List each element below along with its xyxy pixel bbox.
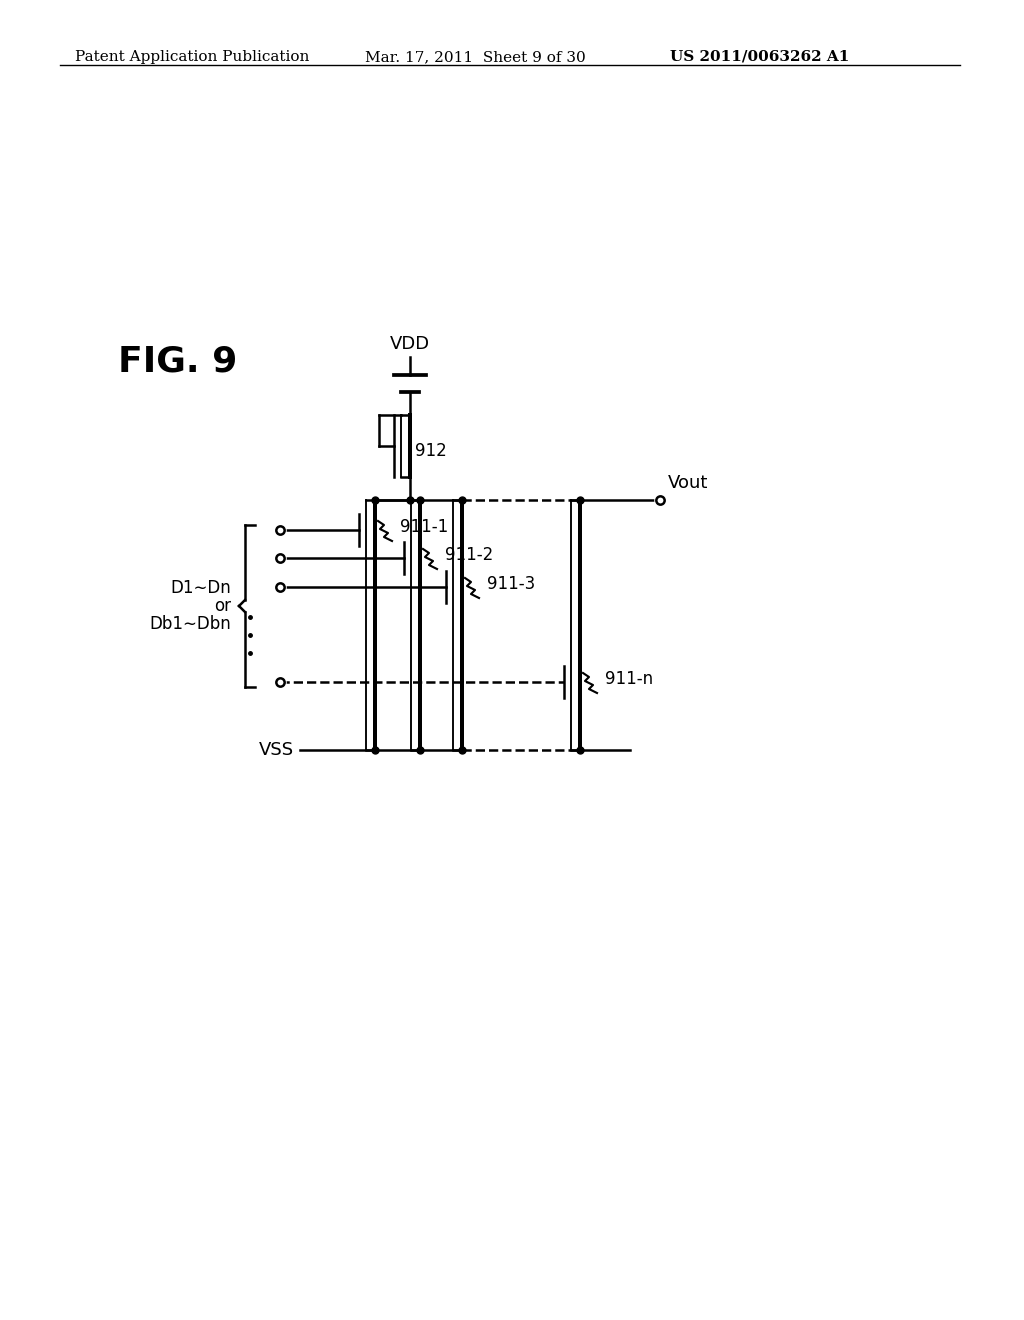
- Text: Patent Application Publication: Patent Application Publication: [75, 50, 309, 63]
- Text: FIG. 9: FIG. 9: [118, 345, 238, 379]
- Text: Db1∼Dbn: Db1∼Dbn: [150, 615, 231, 634]
- Text: US 2011/0063262 A1: US 2011/0063262 A1: [670, 50, 849, 63]
- Text: VDD: VDD: [390, 335, 430, 352]
- Text: Vout: Vout: [668, 474, 709, 492]
- Text: or: or: [214, 597, 231, 615]
- Text: 911-3: 911-3: [487, 576, 536, 593]
- Text: D1∼Dn: D1∼Dn: [170, 579, 231, 597]
- Text: VSS: VSS: [259, 741, 294, 759]
- Text: 911-n: 911-n: [605, 671, 653, 688]
- Text: Mar. 17, 2011  Sheet 9 of 30: Mar. 17, 2011 Sheet 9 of 30: [365, 50, 586, 63]
- Text: 911-2: 911-2: [445, 546, 494, 564]
- Text: 912: 912: [415, 442, 446, 459]
- Text: 911-1: 911-1: [400, 517, 449, 536]
